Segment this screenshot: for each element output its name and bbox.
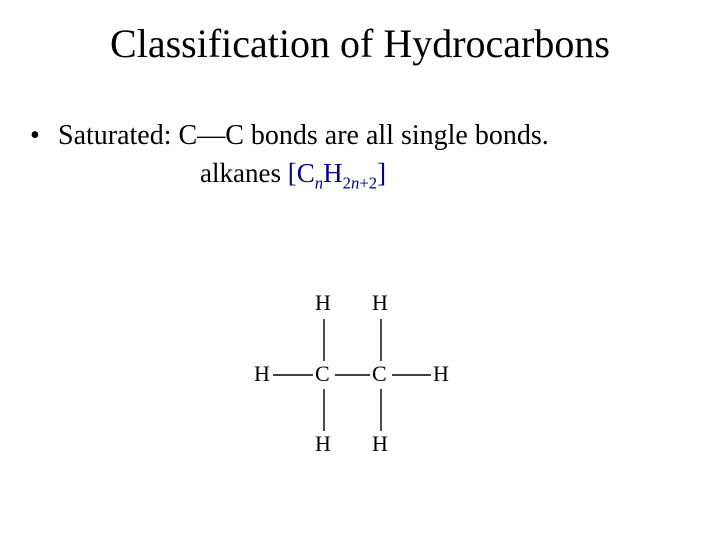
em-dash: — bbox=[197, 120, 225, 151]
atom-label: H bbox=[372, 431, 388, 456]
formula-C: C bbox=[297, 158, 315, 188]
formula-sub-plus2: +2 bbox=[359, 173, 377, 192]
formula-open: [ bbox=[288, 158, 297, 188]
atom-label: H bbox=[254, 361, 270, 386]
atom-label: H bbox=[315, 290, 331, 315]
slide-title: Classification of Hydrocarbons bbox=[0, 20, 720, 67]
bullet-item: • Saturated: C—C bonds are all single bo… bbox=[30, 118, 690, 153]
bullet-line-2: alkanes [CnH2n+2] bbox=[200, 157, 690, 194]
bullet-text: Saturated: C—C bonds are all single bond… bbox=[58, 118, 549, 153]
text-span: Saturated: C bbox=[58, 120, 197, 151]
text-span: C bonds are all single bonds. bbox=[225, 120, 549, 151]
slide: Classification of Hydrocarbons • Saturat… bbox=[0, 0, 720, 540]
formula-sub-2: 2 bbox=[343, 173, 351, 192]
formula-H: H bbox=[323, 158, 343, 188]
ethane-structure: H H H C C H H H bbox=[218, 290, 488, 462]
atom-label: H bbox=[433, 361, 449, 386]
formula-sub-n: n bbox=[315, 173, 323, 192]
ethane-svg: H H H C C H H H bbox=[218, 290, 488, 462]
bullet-line-1: Saturated: C—C bonds are all single bond… bbox=[58, 118, 549, 153]
slide-body: • Saturated: C—C bonds are all single bo… bbox=[30, 118, 690, 194]
atom-label: H bbox=[372, 290, 388, 315]
alkane-formula: [CnH2n+2] bbox=[288, 158, 386, 188]
bullet-marker: • bbox=[30, 118, 58, 153]
atom-label: C bbox=[315, 361, 330, 386]
alkanes-word: alkanes bbox=[200, 158, 288, 188]
formula-close: ] bbox=[377, 158, 386, 188]
atom-label: H bbox=[315, 431, 331, 456]
atom-label: C bbox=[372, 361, 387, 386]
